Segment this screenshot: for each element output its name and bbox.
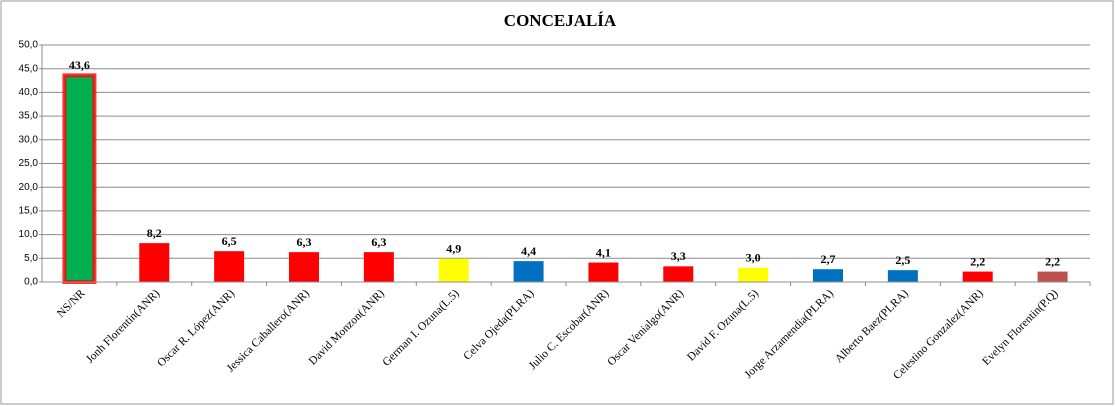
value-label: 3,3 [671, 249, 686, 263]
y-tick-label: 25,0 [19, 158, 39, 169]
y-tick-label: 15,0 [19, 206, 39, 217]
bar [363, 252, 394, 282]
y-tick-label: 30,0 [19, 134, 39, 145]
bar [588, 262, 619, 282]
bar [1037, 271, 1068, 282]
bar [738, 267, 769, 282]
value-label: 6,5 [222, 234, 237, 248]
bar [962, 271, 993, 282]
value-label: 2,7 [821, 252, 836, 266]
y-tick-label: 0,0 [24, 277, 38, 288]
value-label: 2,2 [970, 254, 985, 268]
value-label: 8,2 [147, 226, 162, 240]
value-label: 3,0 [746, 251, 761, 265]
y-tick-label: 35,0 [19, 111, 39, 122]
bar [289, 252, 319, 282]
value-label: 4,1 [596, 245, 611, 259]
value-label: 4,4 [521, 244, 536, 258]
bar [214, 251, 245, 282]
chart-title: CONCEJALÍA [504, 11, 617, 30]
value-label: 43,6 [69, 58, 90, 72]
value-label: 4,9 [446, 242, 461, 256]
bar [887, 270, 918, 282]
bar [438, 258, 469, 282]
y-tick-label: 50,0 [19, 40, 39, 51]
y-tick-label: 40,0 [19, 87, 39, 98]
bar [813, 269, 843, 282]
y-tick-label: 20,0 [19, 182, 39, 193]
bar [663, 266, 694, 282]
y-tick-label: 45,0 [19, 63, 39, 74]
bar [62, 73, 97, 284]
value-label: 6,3 [371, 235, 386, 249]
value-label: 6,3 [297, 235, 312, 249]
value-label: 2,5 [895, 253, 910, 267]
value-label: 2,2 [1045, 254, 1060, 268]
y-tick-label: 5,0 [24, 253, 38, 264]
bar [513, 261, 544, 282]
bar [139, 243, 170, 282]
y-tick-label: 10,0 [19, 229, 39, 240]
